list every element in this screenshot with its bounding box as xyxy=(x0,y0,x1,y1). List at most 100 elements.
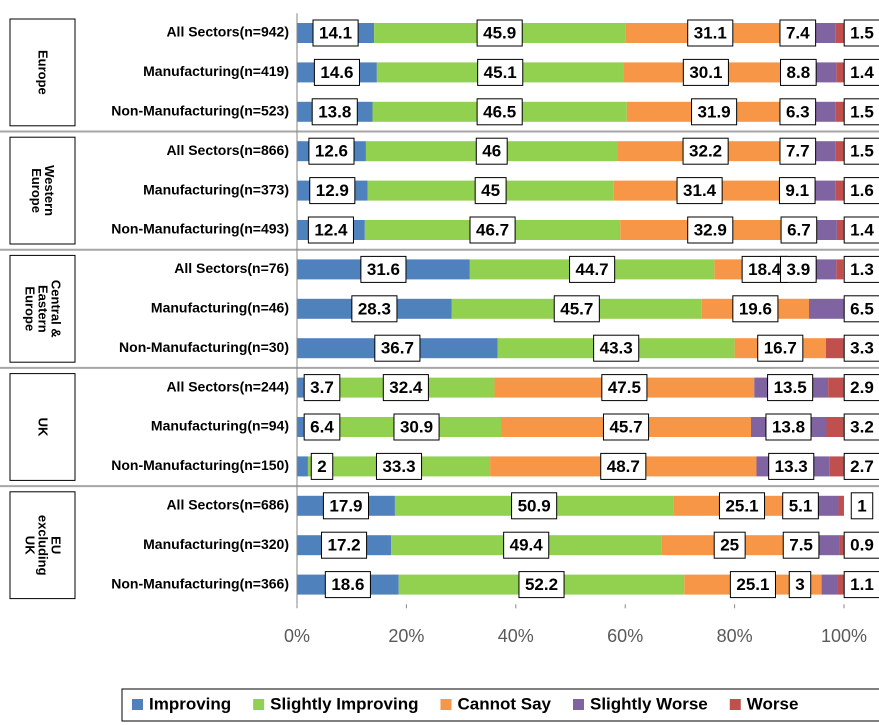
data-label: 49.4 xyxy=(510,536,544,555)
bar-segment xyxy=(836,259,844,280)
data-label-box xyxy=(553,295,600,323)
data-label: 1.5 xyxy=(850,23,874,42)
category-label: Manufacturing(n=419) xyxy=(143,63,289,79)
group-box xyxy=(9,254,76,363)
data-label-box xyxy=(687,19,734,47)
bar-segment xyxy=(836,220,845,240)
data-label-box xyxy=(843,452,879,480)
data-label: 0.9 xyxy=(850,536,874,555)
data-label-box xyxy=(602,413,650,441)
data-label-box xyxy=(729,571,776,599)
data-label-box xyxy=(843,19,879,47)
group-box xyxy=(9,136,76,245)
data-label: 12.9 xyxy=(316,181,349,200)
data-label-box xyxy=(713,531,746,559)
data-label-box xyxy=(518,571,565,599)
group-label: Eastern xyxy=(36,285,51,333)
bar-segment xyxy=(815,259,837,280)
data-label: 6.3 xyxy=(786,102,810,121)
legend-label: Slightly Worse xyxy=(590,694,708,713)
data-label-box xyxy=(843,255,879,283)
data-label: 3.9 xyxy=(787,260,811,279)
data-label: 45.9 xyxy=(483,23,516,42)
data-label-box xyxy=(778,177,816,205)
data-label: 12.6 xyxy=(315,142,348,161)
data-label: 52.2 xyxy=(525,575,558,594)
legend-swatch xyxy=(729,699,741,710)
data-label-box xyxy=(676,177,723,205)
data-label: 2.9 xyxy=(850,378,874,397)
data-label-box xyxy=(312,19,359,47)
data-label: 46.5 xyxy=(483,102,516,121)
data-label: 14.6 xyxy=(320,63,353,82)
data-label-box xyxy=(767,374,814,402)
data-label: 25.1 xyxy=(736,575,769,594)
data-label-box xyxy=(779,137,817,165)
category-label: All Sectors(n=244) xyxy=(166,378,289,394)
data-label-box xyxy=(311,98,358,126)
bar-segment xyxy=(828,377,844,398)
data-label: 32.9 xyxy=(694,220,727,239)
data-label: 1.4 xyxy=(850,220,874,239)
data-label-box xyxy=(476,19,523,47)
x-tick-label: 20% xyxy=(388,626,424,646)
data-label-box xyxy=(765,413,812,441)
bar-segment xyxy=(839,535,844,556)
data-label-box xyxy=(843,531,879,559)
data-label: 13.3 xyxy=(775,457,808,476)
legend-swatch xyxy=(440,699,452,710)
data-label: 48.7 xyxy=(607,457,640,476)
group-label: Europe xyxy=(29,168,44,213)
data-label: 36.7 xyxy=(381,339,414,358)
category-label: Non-Manufacturing(n=30) xyxy=(119,339,289,355)
group-label: Europe xyxy=(23,286,38,331)
bar-segment xyxy=(825,338,844,359)
data-label-box xyxy=(469,216,516,244)
bar-segment xyxy=(838,495,844,516)
data-label-box xyxy=(601,374,648,402)
data-label-box xyxy=(843,98,879,126)
data-label: 6.5 xyxy=(850,299,874,318)
data-label: 3.3 xyxy=(850,339,874,358)
data-label-box xyxy=(360,255,407,283)
data-label-box xyxy=(600,452,647,480)
data-label-box xyxy=(780,58,817,86)
data-label-box xyxy=(474,177,507,205)
group-label: Central & xyxy=(49,280,64,338)
data-label: 45.7 xyxy=(609,417,642,436)
data-label: 12.4 xyxy=(314,220,348,239)
data-label-box xyxy=(788,571,812,599)
data-label: 47.5 xyxy=(608,378,641,397)
data-label-box xyxy=(382,374,429,402)
data-label-box xyxy=(313,58,360,86)
data-label: 18.6 xyxy=(331,575,364,594)
data-label-box xyxy=(843,413,879,441)
data-label-box xyxy=(374,334,421,362)
data-label-box xyxy=(843,137,879,165)
data-label: 44.7 xyxy=(576,260,609,279)
data-label-box xyxy=(782,531,820,559)
data-label-box xyxy=(682,58,729,86)
data-label: 31.9 xyxy=(698,102,731,121)
data-label-box xyxy=(843,374,879,402)
data-label: 3.2 xyxy=(850,417,874,436)
data-label-box xyxy=(843,571,879,599)
legend-label: Worse xyxy=(747,694,799,713)
data-label-box xyxy=(768,452,815,480)
data-label: 17.9 xyxy=(329,496,362,515)
data-label-box xyxy=(682,137,729,165)
group-label: UK xyxy=(36,418,51,437)
data-label: 14.1 xyxy=(319,23,352,42)
data-label-box xyxy=(351,295,398,323)
data-label-box xyxy=(843,334,879,362)
data-label: 45 xyxy=(481,181,500,200)
data-label: 25 xyxy=(720,536,739,555)
data-label-box xyxy=(303,413,341,441)
x-tick-label: 60% xyxy=(607,626,643,646)
legend-swatch xyxy=(573,699,584,710)
category-label: Non-Manufacturing(n=150) xyxy=(111,457,289,473)
group-label: EU xyxy=(49,536,64,554)
group-label: Western xyxy=(42,165,57,216)
data-label-box xyxy=(303,374,341,402)
